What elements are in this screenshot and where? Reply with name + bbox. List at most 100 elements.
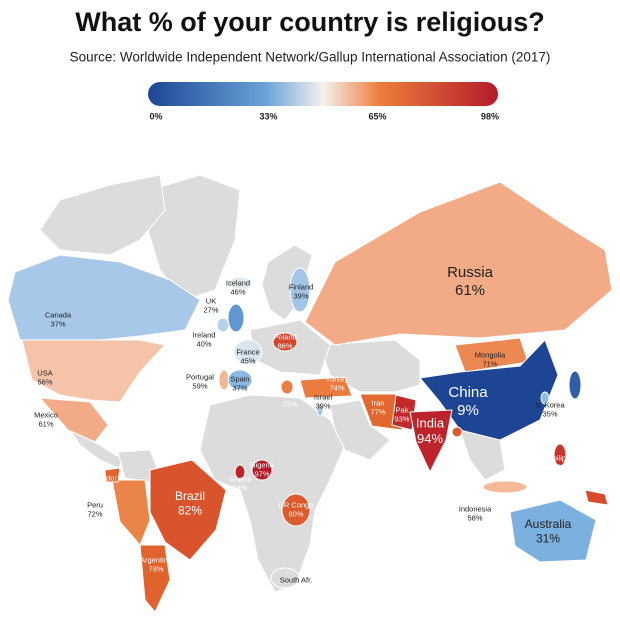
country-value-label: 84%: [572, 471, 587, 480]
subtitle: Source: Worldwide Independent Network/Ga…: [70, 50, 551, 65]
country-value-label: 58%: [467, 513, 482, 522]
country-value-label: 94%: [232, 483, 247, 492]
country-name: Nigeria: [250, 460, 275, 469]
country-name: Israel: [314, 392, 333, 401]
country: [281, 493, 311, 527]
country: [584, 489, 609, 506]
country: [227, 276, 253, 290]
colorbar-tick-label: 33%: [259, 111, 277, 121]
country-value-label: 77%: [370, 407, 385, 416]
country: [251, 459, 273, 481]
country: [509, 499, 597, 563]
country-name: Finland: [289, 282, 314, 291]
country-name: USA: [37, 368, 52, 377]
country-value-label: 27%: [203, 305, 218, 314]
country: [289, 267, 311, 313]
country: [7, 254, 201, 341]
country-name: Australia: [525, 517, 572, 531]
country: [568, 370, 582, 400]
country-name: Russia: [447, 264, 494, 281]
country-name: Philipp.: [548, 453, 573, 462]
country-name: Greece: [278, 390, 303, 399]
greenland: [147, 174, 241, 301]
country-value-label: 86%: [277, 341, 292, 350]
country-name: Pak: [396, 405, 409, 414]
country: [149, 459, 227, 561]
country-value-label: 78%: [95, 482, 110, 491]
country-name: France: [236, 347, 259, 356]
country: [227, 369, 253, 391]
country-name: Spain: [230, 374, 249, 383]
country-value-label: 45%: [240, 356, 255, 365]
country: [104, 467, 121, 483]
country: [553, 443, 567, 467]
country-value-label: 97%: [254, 469, 269, 478]
country-value-label: 82%: [178, 503, 202, 517]
country-name: Argentina: [140, 555, 173, 564]
country-value-label: 61%: [455, 282, 485, 299]
country: [304, 181, 613, 346]
arabia: [329, 399, 391, 461]
country-name: Iran: [372, 398, 385, 407]
country-value-label: 40%: [196, 339, 211, 348]
country-value-label: 39%: [315, 401, 330, 410]
country-name: Bd: [454, 435, 463, 444]
country: [216, 317, 230, 333]
country-value-label: 61%: [38, 419, 53, 428]
country-value-label: 90%: [552, 462, 567, 471]
country-name: DR Congo: [278, 500, 313, 509]
countries: [7, 181, 613, 613]
country-name: Ireland: [193, 330, 216, 339]
country-value-label: 13%: [590, 387, 605, 396]
country-value-label: 93%: [394, 414, 409, 423]
country-name: South Afr.: [280, 575, 313, 584]
country-name: Ecuador: [89, 473, 117, 482]
country-name: Indonesia: [459, 504, 492, 513]
country-name: Portugal: [186, 372, 214, 381]
country: [316, 403, 324, 417]
country-value-label: 39%: [293, 291, 308, 300]
country-value-label: 59%: [192, 381, 207, 390]
country-value-label: 37%: [50, 319, 65, 328]
country: [227, 303, 245, 333]
country-value-label: 74%: [329, 383, 344, 392]
colorbar-tick-label: 0%: [149, 111, 162, 121]
country: [270, 567, 300, 589]
scandinavia: [261, 244, 313, 321]
country-name: Papua N. Guinea: [551, 462, 609, 471]
country: [451, 426, 463, 438]
country: [299, 376, 353, 399]
country: [111, 479, 151, 546]
country-value-label: 31%: [536, 531, 560, 545]
country-name: Peru: [87, 500, 103, 509]
country: [391, 394, 417, 431]
country: [359, 393, 403, 431]
country-name: Mongolia: [475, 350, 506, 359]
country-value-label: 72%: [87, 509, 102, 518]
landmass: [39, 174, 506, 593]
country-name: S. Korea: [535, 400, 565, 409]
country-value-label: 46%: [230, 287, 245, 296]
colorbar: [148, 82, 498, 106]
country-name: Japan: [588, 378, 608, 387]
country-value-label: 35%: [542, 409, 557, 418]
title: What % of your country is religious?: [75, 7, 545, 37]
country-value-label: 94%: [417, 431, 443, 446]
arctic-islands: [39, 174, 166, 256]
africa: [199, 394, 346, 593]
country: [540, 391, 550, 405]
country-name: Turkey: [326, 374, 349, 383]
country-name: Poland: [273, 332, 296, 341]
country-value-label: 73%: [282, 399, 297, 408]
country: [234, 464, 246, 480]
country: [409, 409, 453, 474]
country: [139, 544, 171, 613]
country-name: UK: [206, 296, 216, 305]
country-value-label: 37%: [232, 383, 247, 392]
country-name: China: [448, 384, 488, 401]
country-name: India: [416, 416, 445, 431]
country-value-label: 78%: [148, 564, 163, 573]
country-value-label: 71%: [482, 359, 497, 368]
